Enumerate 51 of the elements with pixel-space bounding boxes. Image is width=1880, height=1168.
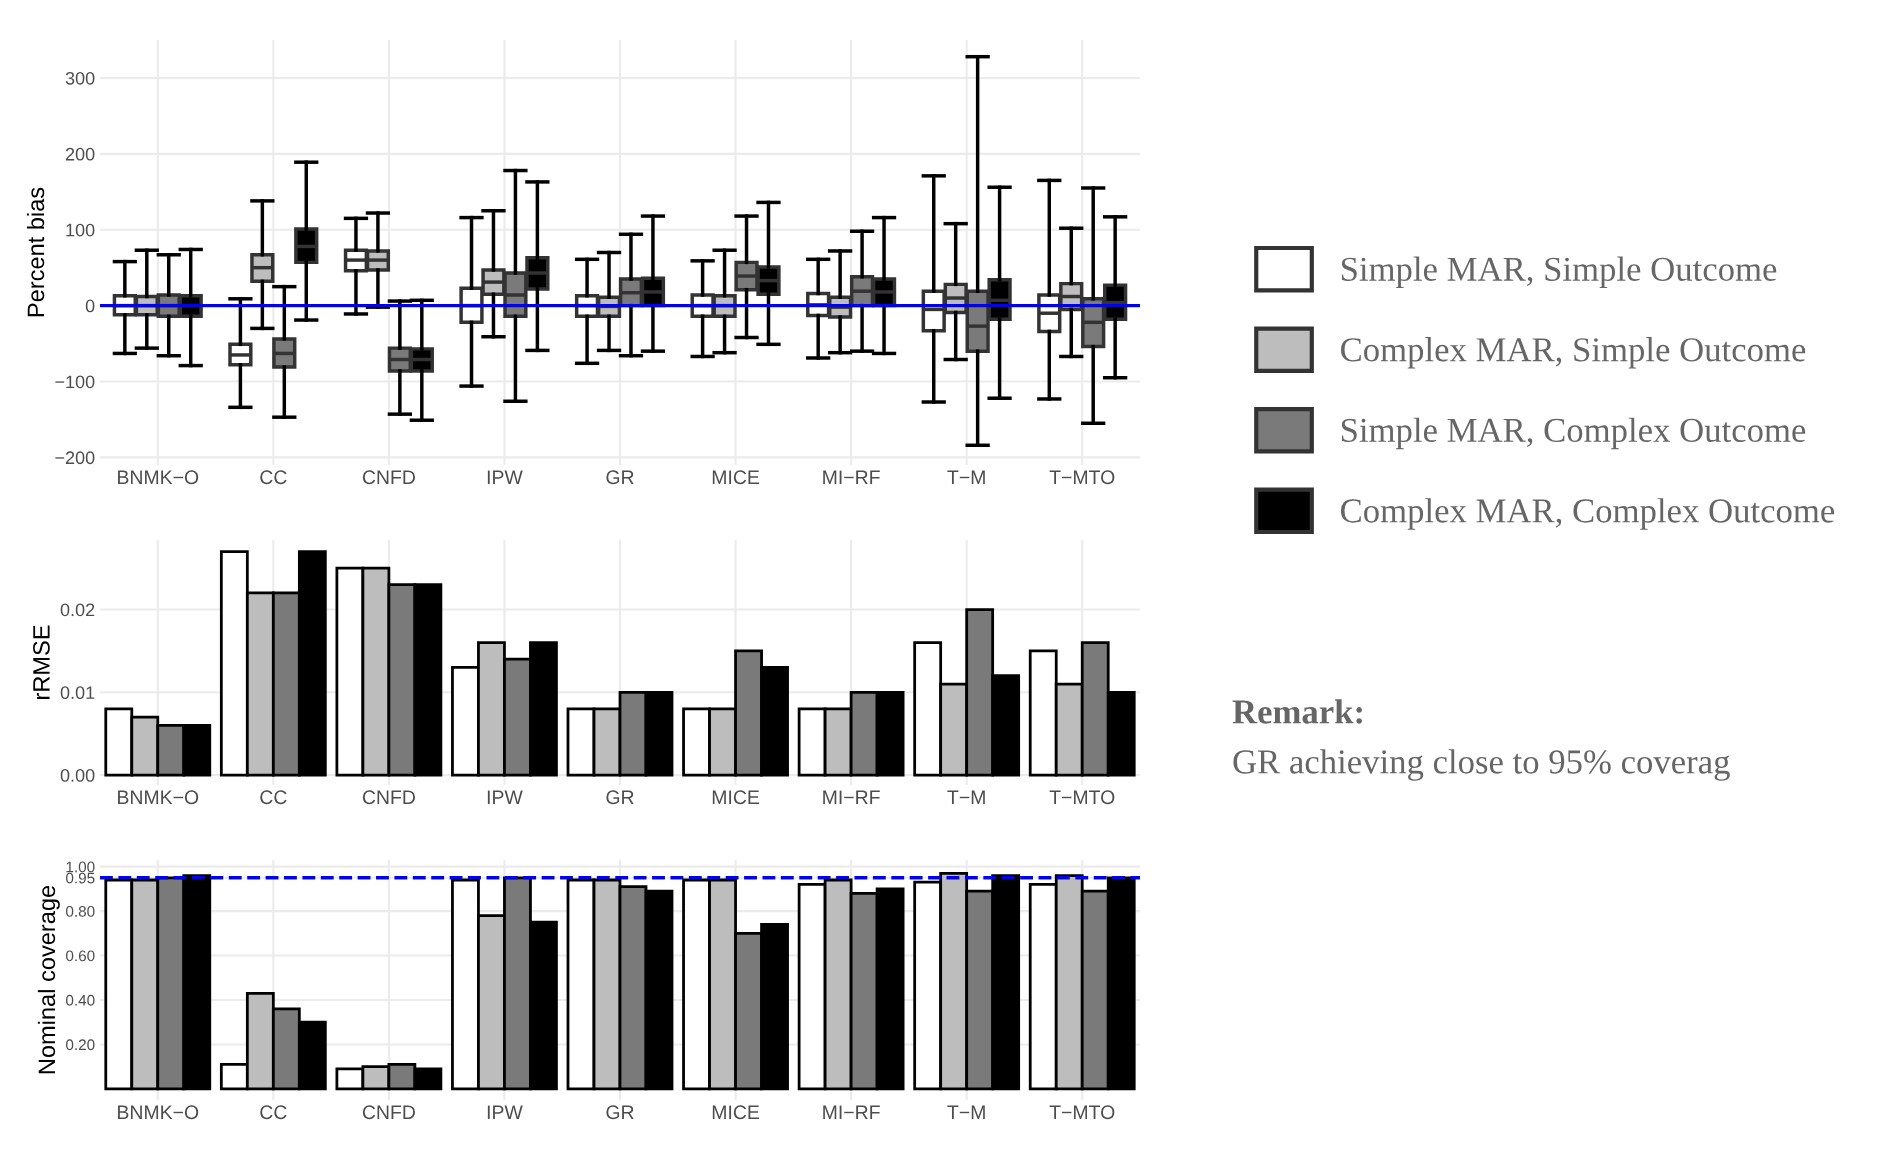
x-tick-label: CNFD	[362, 790, 415, 805]
x-tick-label: CC	[260, 790, 287, 805]
y-tick-label: 100	[66, 223, 95, 237]
text: Remark:	[1232, 699, 1362, 724]
x-tick-label: GR	[606, 470, 634, 485]
y-tick-label: 0.40	[66, 994, 95, 1006]
y-tick-label: 1.00	[66, 861, 95, 873]
x-tick-label: MICE	[712, 1105, 760, 1120]
x-tick-label: T−M	[947, 790, 985, 804]
x-tick-label: GR	[606, 790, 634, 805]
x-tick-label: GR	[606, 1105, 634, 1120]
x-tick-label: IPW	[487, 790, 523, 804]
y-tick-label: 0.95	[66, 872, 95, 884]
y-axis-title: Nominal coverage	[37, 885, 60, 1074]
x-tick-label: MICE	[712, 470, 760, 485]
x-tick-label: T−MTO	[1049, 1105, 1115, 1120]
legend-label: Simple MAR, Complex Outcome	[1341, 417, 1806, 450]
y-tick-label: −100	[55, 375, 95, 389]
y-tick-label: 0.20	[66, 1039, 95, 1051]
x-tick-label: T−MTO	[1049, 470, 1115, 485]
legend-label: Complex MAR, Complex Outcome	[1341, 498, 1835, 530]
x-tick-label: MI−RF	[823, 790, 880, 804]
x-tick-label: MI−RF	[823, 470, 880, 484]
x-tick-label: T−M	[947, 1105, 985, 1119]
y-axis-title: Percent bias	[26, 187, 45, 317]
y-tick-label: 0	[85, 299, 95, 313]
y-tick-label: 0.02	[60, 603, 95, 617]
y-tick-label: −200	[55, 451, 95, 465]
y-tick-label: 0.60	[66, 950, 95, 962]
legend-label: Simple MAR, Simple Outcome	[1341, 256, 1777, 289]
x-tick-label: IPW	[487, 1105, 523, 1119]
x-tick-label: BNMK−O	[118, 790, 199, 805]
y-tick-label: 0.80	[66, 905, 95, 917]
x-tick-label: CC	[260, 1105, 287, 1120]
y-tick-label: 0.00	[60, 769, 95, 782]
x-tick-label: BNMK−O	[118, 1105, 199, 1120]
x-tick-label: CNFD	[362, 1105, 415, 1120]
text: GR achieving close to 95% coverag	[1233, 749, 1730, 781]
x-tick-label: CNFD	[362, 470, 415, 485]
x-tick-label: T−MTO	[1049, 790, 1115, 805]
x-tick-label: CC	[260, 470, 287, 485]
x-tick-label: T−M	[947, 470, 985, 484]
x-tick-label: BNMK−O	[118, 470, 199, 485]
y-tick-label: 200	[65, 147, 95, 161]
legend-label: Complex MAR, Simple Outcome	[1341, 337, 1806, 369]
y-tick-label: 300	[65, 71, 95, 85]
y-tick-label: 0.01	[60, 686, 95, 700]
x-tick-label: MI−RF	[823, 1105, 880, 1119]
x-tick-label: IPW	[487, 470, 523, 484]
y-axis-title: rRMSE	[33, 625, 50, 699]
x-tick-label: MICE	[712, 790, 760, 805]
